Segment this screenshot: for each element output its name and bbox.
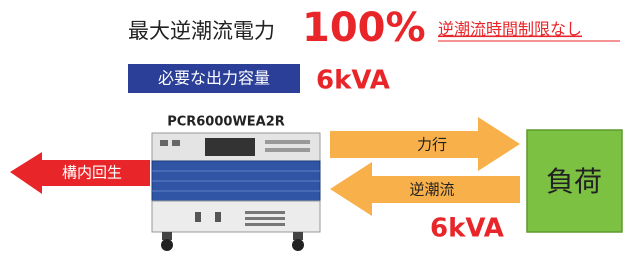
reverse-flow-label: 逆潮流 [409, 181, 454, 199]
load-label: 負荷 [546, 165, 602, 198]
device-model: PCR6000WEA2R [167, 115, 285, 130]
reverse-flow-value: 6kVA [430, 214, 504, 244]
power-running-label: 力行 [417, 136, 447, 154]
device-illustration [152, 133, 320, 251]
requirement-value: 6kVA [316, 66, 390, 96]
headline-note: 逆潮流時間制限なし [438, 20, 582, 39]
regeneration-label: 構内回生 [62, 164, 122, 182]
diagram: 最大逆潮流電力 100% 逆潮流時間制限なし 必要な出力容量 6kVA PCR6… [0, 0, 627, 260]
headline-text: 最大逆潮流電力 [128, 19, 275, 43]
page: {"headline": {"text": "最大逆潮流電力", "value"… [0, 0, 627, 260]
requirement-label: 必要な出力容量 [158, 69, 270, 88]
headline-value: 100% [302, 5, 426, 51]
